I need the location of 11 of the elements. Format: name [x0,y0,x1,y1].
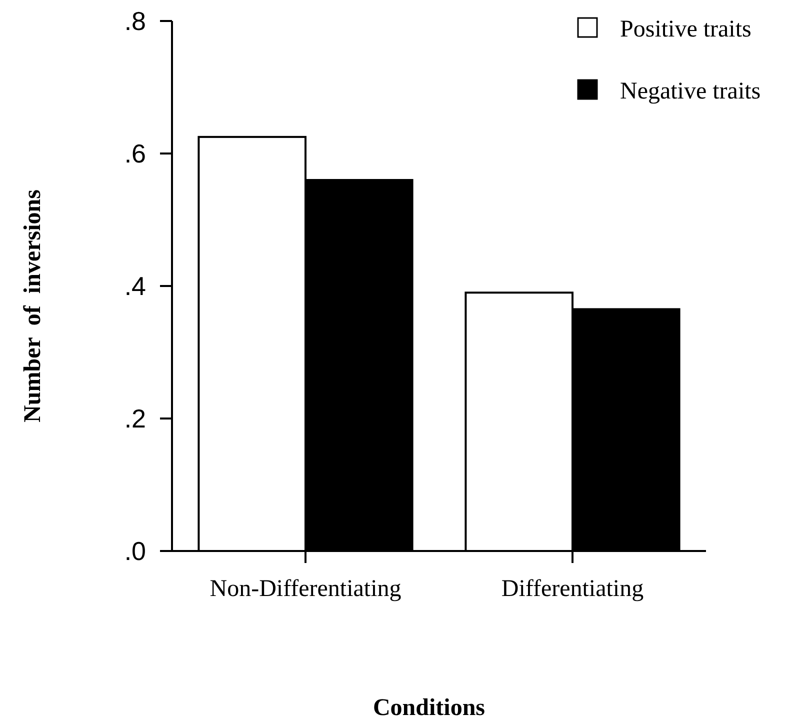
legend-label: Positive traits [620,16,752,42]
y-axis-title: Number of inversions [20,190,46,422]
y-tick-label: .4 [124,271,146,302]
y-tick-label: .6 [124,138,146,169]
y-tick-label: .0 [124,536,146,566]
x-axis-title: Conditions [372,695,486,721]
x-tick-label: Differentiating [501,576,644,602]
legend-label: Negative traits [620,78,761,104]
x-tick-label: Non-Differentiating [210,576,402,602]
y-tick-label: .2 [124,404,146,434]
y-tick-label: .8 [124,6,146,36]
